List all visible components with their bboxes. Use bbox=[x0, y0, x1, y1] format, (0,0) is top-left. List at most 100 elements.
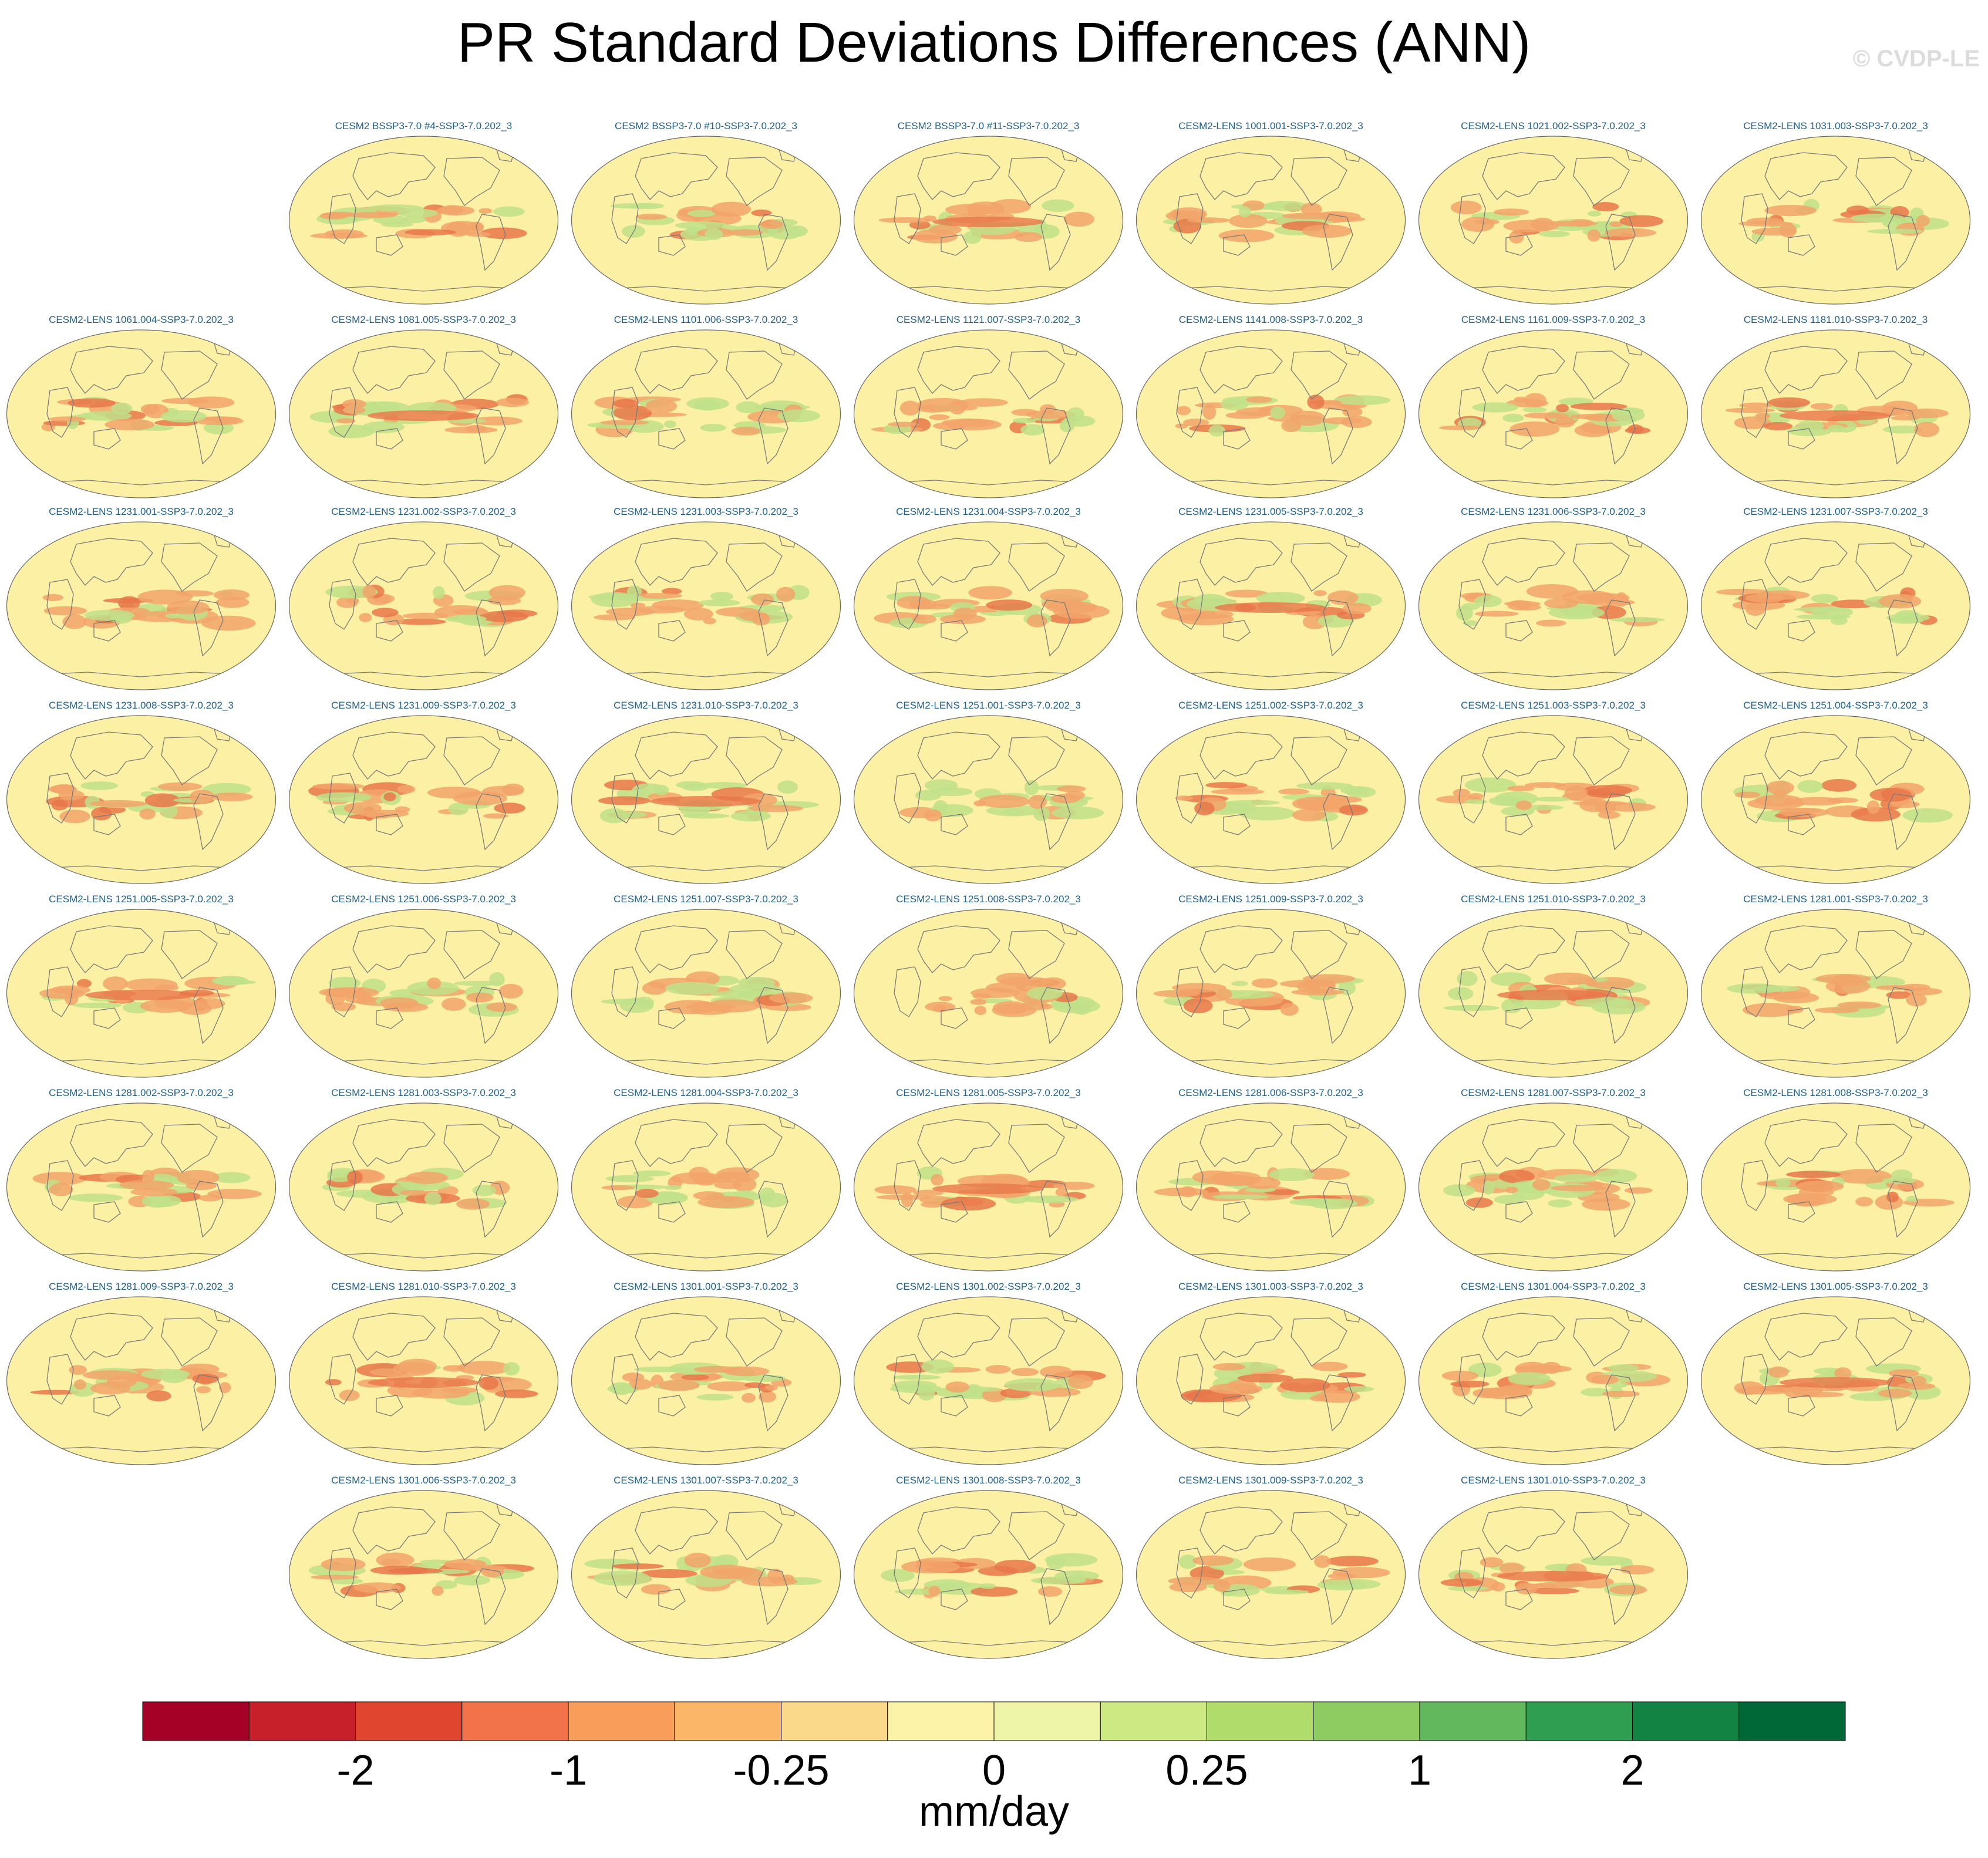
map-outline bbox=[1700, 329, 1971, 498]
anomaly-blob bbox=[1882, 400, 1918, 416]
anomaly-blob bbox=[1550, 1185, 1606, 1192]
anomaly-blob bbox=[1323, 216, 1366, 222]
coastline bbox=[1453, 672, 1653, 677]
anomaly-blob bbox=[663, 1185, 682, 1191]
panel-title: CESM2-LENS 1231.001-SSP3-7.0.202_3 bbox=[49, 506, 234, 517]
anomaly-blob bbox=[750, 593, 774, 606]
map-panel: CESM2-LENS 1231.007-SSP3-7.0.202_3 bbox=[1694, 506, 1977, 697]
anomaly-blob bbox=[723, 1366, 770, 1377]
coastline bbox=[93, 1007, 121, 1029]
map-42 bbox=[288, 1296, 559, 1465]
anomaly-blob bbox=[1785, 1171, 1841, 1178]
anomaly-blob bbox=[1526, 584, 1578, 599]
coastline bbox=[161, 930, 218, 979]
panel-title: CESM2-LENS 1061.004-SSP3-7.0.202_3 bbox=[49, 314, 234, 325]
map-panel: CESM2-LENS 1301.006-SSP3-7.0.202_3 bbox=[282, 1475, 565, 1665]
panel-title: CESM2 BSSP3-7.0 #4-SSP3-7.0.202_3 bbox=[335, 120, 513, 131]
map-51 bbox=[1135, 1490, 1406, 1659]
coastline bbox=[611, 1354, 639, 1405]
coastline bbox=[476, 1181, 506, 1238]
coastline bbox=[758, 599, 789, 657]
coastline bbox=[611, 966, 639, 1017]
anomaly-blob bbox=[705, 999, 759, 1013]
coastline bbox=[329, 1160, 356, 1211]
colorbar-swatch bbox=[1100, 1701, 1207, 1741]
anomaly-blob bbox=[633, 1170, 671, 1176]
map-background bbox=[289, 716, 558, 884]
coastline bbox=[1176, 1547, 1204, 1599]
coastline bbox=[329, 579, 356, 630]
coastline bbox=[1741, 193, 1768, 244]
anomaly-blob bbox=[400, 1190, 428, 1196]
map-outline bbox=[288, 909, 559, 1078]
coastline bbox=[1482, 1313, 1565, 1361]
anomaly-blob bbox=[1765, 780, 1794, 795]
coastline bbox=[352, 1119, 436, 1167]
colorbar-swatch bbox=[248, 1701, 356, 1741]
map-10 bbox=[1135, 329, 1406, 498]
colorbar-tick-label: -2 bbox=[336, 1747, 375, 1794]
coastline bbox=[888, 1253, 1089, 1259]
coastline bbox=[1482, 925, 1565, 973]
anomaly-blob bbox=[432, 1586, 444, 1596]
anomaly-blob bbox=[1042, 199, 1074, 213]
anomaly-blob bbox=[1810, 403, 1833, 410]
anomaly-blob bbox=[966, 201, 1005, 215]
anomaly-blob bbox=[1797, 780, 1823, 793]
anomaly-blob bbox=[1514, 396, 1527, 403]
map-44 bbox=[853, 1296, 1124, 1465]
anomaly-blob bbox=[440, 205, 463, 215]
anomaly-blob bbox=[1312, 1361, 1348, 1371]
anomaly-blob bbox=[1494, 208, 1529, 216]
anomaly-blob bbox=[130, 1187, 177, 1196]
coastline bbox=[476, 214, 506, 271]
anomaly-blob bbox=[1831, 974, 1862, 987]
anomaly-blob bbox=[1515, 800, 1532, 810]
coastline bbox=[1605, 599, 1636, 657]
map-11 bbox=[1418, 329, 1689, 498]
coastline bbox=[476, 793, 506, 851]
map-outline bbox=[1135, 136, 1406, 305]
coastline bbox=[1573, 1511, 1630, 1560]
coastline bbox=[323, 672, 524, 677]
anomaly-blob bbox=[1742, 1003, 1798, 1017]
anomaly-blob bbox=[978, 794, 1030, 808]
coastline bbox=[611, 1547, 639, 1599]
coastline bbox=[323, 1446, 524, 1452]
anomaly-blob bbox=[196, 1386, 211, 1394]
coastline bbox=[1764, 346, 1848, 394]
coastline bbox=[605, 286, 806, 292]
map-5 bbox=[1700, 136, 1971, 305]
panel-title: CESM2-LENS 1081.005-SSP3-7.0.202_3 bbox=[331, 314, 516, 325]
anomaly-blob bbox=[1014, 232, 1043, 242]
anomaly-blob bbox=[158, 782, 203, 791]
coastline bbox=[1605, 987, 1636, 1044]
anomaly-blob bbox=[1522, 407, 1547, 413]
anomaly-blob bbox=[106, 1376, 137, 1388]
coastline bbox=[941, 428, 968, 450]
coastline bbox=[352, 152, 436, 200]
coastline bbox=[658, 1201, 686, 1223]
coastline bbox=[1482, 152, 1565, 200]
coastline bbox=[1573, 930, 1630, 979]
anomaly-blob bbox=[1228, 214, 1268, 228]
anomaly-blob bbox=[971, 1586, 1018, 1597]
anomaly-blob bbox=[1303, 1168, 1350, 1180]
map-background bbox=[571, 1103, 841, 1271]
anomaly-blob bbox=[1269, 406, 1286, 419]
anomaly-blob bbox=[992, 1001, 1029, 1014]
coastline bbox=[1040, 987, 1071, 1044]
coastline bbox=[329, 193, 356, 244]
anomaly-blob bbox=[105, 419, 155, 431]
anomaly-blob bbox=[1564, 785, 1588, 801]
anomaly-blob bbox=[141, 1195, 173, 1208]
map-50 bbox=[853, 1490, 1124, 1659]
coastline bbox=[635, 1119, 718, 1167]
anomaly-blob bbox=[76, 979, 92, 988]
anomaly-blob bbox=[1509, 421, 1560, 437]
coastline bbox=[888, 480, 1089, 485]
map-outline bbox=[6, 329, 277, 498]
map-panel: CESM2-LENS 1081.005-SSP3-7.0.202_3 bbox=[282, 314, 565, 505]
coastline bbox=[93, 428, 121, 450]
coastline bbox=[46, 773, 74, 824]
